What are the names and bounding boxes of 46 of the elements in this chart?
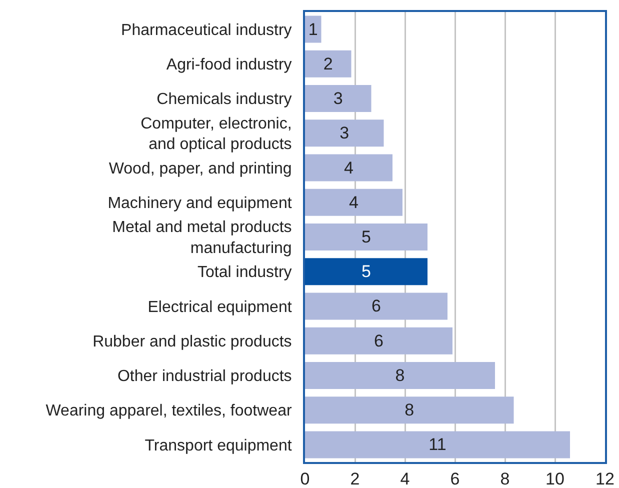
x-tick-label: 2: [350, 469, 360, 488]
bar: [305, 188, 402, 216]
y-tick-label: Wearing apparel, textiles, footwear: [46, 402, 292, 420]
data-label: 3: [340, 124, 350, 143]
bar: [305, 396, 514, 424]
data-label: 6: [374, 331, 384, 350]
bar: [305, 154, 392, 182]
x-tick-label: 12: [596, 469, 614, 488]
bar: [305, 362, 495, 389]
data-label: 8: [395, 366, 405, 385]
y-tick-label: Pharmaceutical industry: [121, 22, 292, 39]
y-tick-label: Wood, paper, and printing: [108, 160, 292, 178]
bar: [305, 327, 452, 354]
x-tick-label: 0: [300, 469, 310, 488]
data-label: 1: [308, 20, 318, 39]
y-tick-label: Agri-food industry: [166, 56, 292, 74]
x-tick-label: 6: [450, 469, 460, 488]
bar: [305, 16, 322, 43]
bar: [305, 50, 352, 78]
bar: [305, 258, 428, 286]
data-label: 2: [323, 54, 333, 74]
data-label: 3: [333, 89, 343, 108]
data-label: 4: [349, 192, 358, 212]
x-tick-label: 10: [546, 469, 564, 488]
bar: [305, 120, 384, 147]
data-label: 4: [344, 158, 354, 178]
data-label: 5: [362, 262, 371, 282]
data-label: 11: [428, 435, 446, 454]
bar: [305, 431, 570, 458]
y-tick-label: Rubber and plastic products: [92, 333, 292, 350]
data-label: 6: [372, 296, 381, 316]
y-tick-label: Electrical equipment: [148, 298, 292, 316]
y-tick-label: Computer, electronic, and optical products: [140, 115, 292, 154]
y-tick-label: Machinery and equipment: [108, 194, 292, 212]
y-tick-label: Metal and metal products manufacturing: [112, 219, 292, 257]
y-tick-label: Other industrial products: [117, 368, 292, 386]
x-tick-label: 8: [500, 469, 510, 488]
y-tick-label: Chemicals industry: [156, 91, 292, 108]
data-label: 5: [362, 228, 371, 246]
x-tick-label: 4: [400, 469, 410, 488]
bar: [305, 224, 428, 250]
data-label: 8: [404, 400, 414, 420]
y-tick-label: Total industry: [198, 264, 292, 282]
bar: [305, 292, 448, 320]
y-tick-label: Transport equipment: [144, 437, 292, 454]
bar: [305, 85, 372, 112]
